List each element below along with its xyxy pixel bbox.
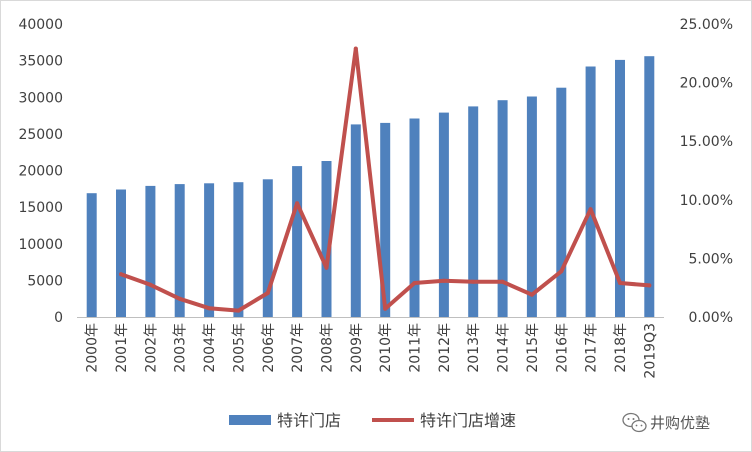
line-series	[119, 46, 652, 313]
line-point	[559, 269, 564, 274]
line-point	[324, 265, 329, 270]
x-tick-label: 2001年	[114, 323, 130, 373]
line-point	[177, 296, 182, 301]
bar	[497, 100, 508, 317]
bar-series	[86, 56, 655, 318]
line-point	[618, 281, 622, 285]
left-axis-ticks: 0 5000 10000 15000 20000 25000 30000 35000 40000	[18, 17, 63, 326]
y-right-tick-label: 20.00%	[680, 76, 733, 92]
x-tick-label: 2010年	[378, 323, 394, 373]
y-left-tick-label: 0	[54, 310, 63, 326]
x-tick-label: 2009年	[349, 323, 365, 373]
x-tick-label: 2019Q3	[642, 323, 658, 379]
bar	[644, 56, 655, 317]
x-tick-label: 2017年	[584, 323, 600, 373]
bar	[556, 87, 567, 317]
line-point	[471, 279, 476, 284]
x-tick-label: 2018年	[613, 323, 629, 373]
line-point	[119, 272, 123, 277]
y-left-tick-label: 30000	[18, 90, 63, 106]
y-left-tick-label: 20000	[18, 164, 63, 180]
x-axis-ticks: 2000年 2001年 2002年 2003年 2004年 2005年 2006年 2007年…	[85, 323, 659, 379]
line-point	[148, 282, 153, 287]
x-tick-label: 2011年	[408, 323, 424, 373]
y-left-tick-label: 40000	[18, 17, 63, 33]
x-tick-label: 2014年	[496, 323, 512, 373]
bar	[145, 185, 156, 317]
x-tick-label: 2007年	[290, 323, 306, 373]
bar	[204, 183, 215, 317]
watermark-text: 井购优塾	[650, 414, 710, 432]
y-right-tick-label: 25.00%	[680, 17, 733, 33]
bar	[86, 193, 97, 317]
y-left-tick-label: 10000	[18, 237, 63, 253]
y-right-tick-label: 10.00%	[680, 193, 733, 209]
x-tick-label: 2004年	[202, 323, 218, 373]
line-point	[441, 278, 446, 283]
line-point	[236, 308, 241, 313]
line-point	[412, 281, 417, 285]
bar	[380, 122, 391, 318]
bar	[526, 96, 537, 317]
x-tick-label: 2016年	[554, 323, 570, 373]
wechat-icon	[622, 412, 647, 433]
legend-label-bar: 特许门店	[277, 411, 341, 430]
line-point	[353, 46, 358, 51]
bar	[321, 161, 332, 317]
x-tick-label: 2006年	[261, 323, 277, 373]
legend-swatch-bar	[229, 415, 271, 425]
bar	[262, 179, 273, 317]
legend-label-line: 特许门店增速	[420, 411, 516, 430]
bar	[409, 118, 420, 317]
bar	[615, 59, 625, 318]
bar	[292, 166, 303, 317]
y-right-tick-label: 5.00%	[689, 251, 733, 267]
line-point	[265, 291, 270, 295]
line-point	[588, 207, 593, 212]
line-point	[500, 279, 505, 284]
line-point	[295, 201, 300, 206]
x-tick-label: 2008年	[320, 323, 336, 373]
y-left-tick-label: 15000	[18, 200, 63, 216]
y-right-tick-label: 0.00%	[689, 310, 733, 326]
bar	[468, 106, 479, 318]
y-right-tick-label: 15.00%	[680, 134, 733, 150]
x-tick-label: 2012年	[437, 323, 453, 373]
bar	[116, 189, 126, 317]
bar	[438, 112, 449, 317]
line-point	[529, 292, 534, 297]
bar	[174, 184, 185, 317]
x-tick-label: 2002年	[143, 323, 159, 373]
x-tick-label: 2000年	[85, 323, 101, 373]
y-left-tick-label: 25000	[18, 127, 63, 143]
x-tick-label: 2013年	[466, 323, 482, 373]
x-tick-label: 2005年	[231, 323, 247, 373]
x-tick-label: 2015年	[525, 323, 541, 373]
right-axis-ticks: 0.00% 5.00% 10.00% 15.00% 20.00% 25.00%	[680, 17, 733, 326]
bar	[350, 124, 361, 318]
line-point	[207, 306, 212, 311]
y-left-tick-label: 35000	[18, 54, 63, 70]
watermark: 井购优塾	[622, 412, 710, 433]
bar	[233, 182, 244, 317]
x-tick-label: 2003年	[173, 323, 189, 373]
line-point	[383, 306, 388, 311]
y-left-tick-label: 5000	[27, 273, 63, 289]
legend: 特许门店 特许门店增速	[229, 411, 516, 430]
bar	[585, 66, 596, 317]
line-point	[647, 283, 652, 288]
